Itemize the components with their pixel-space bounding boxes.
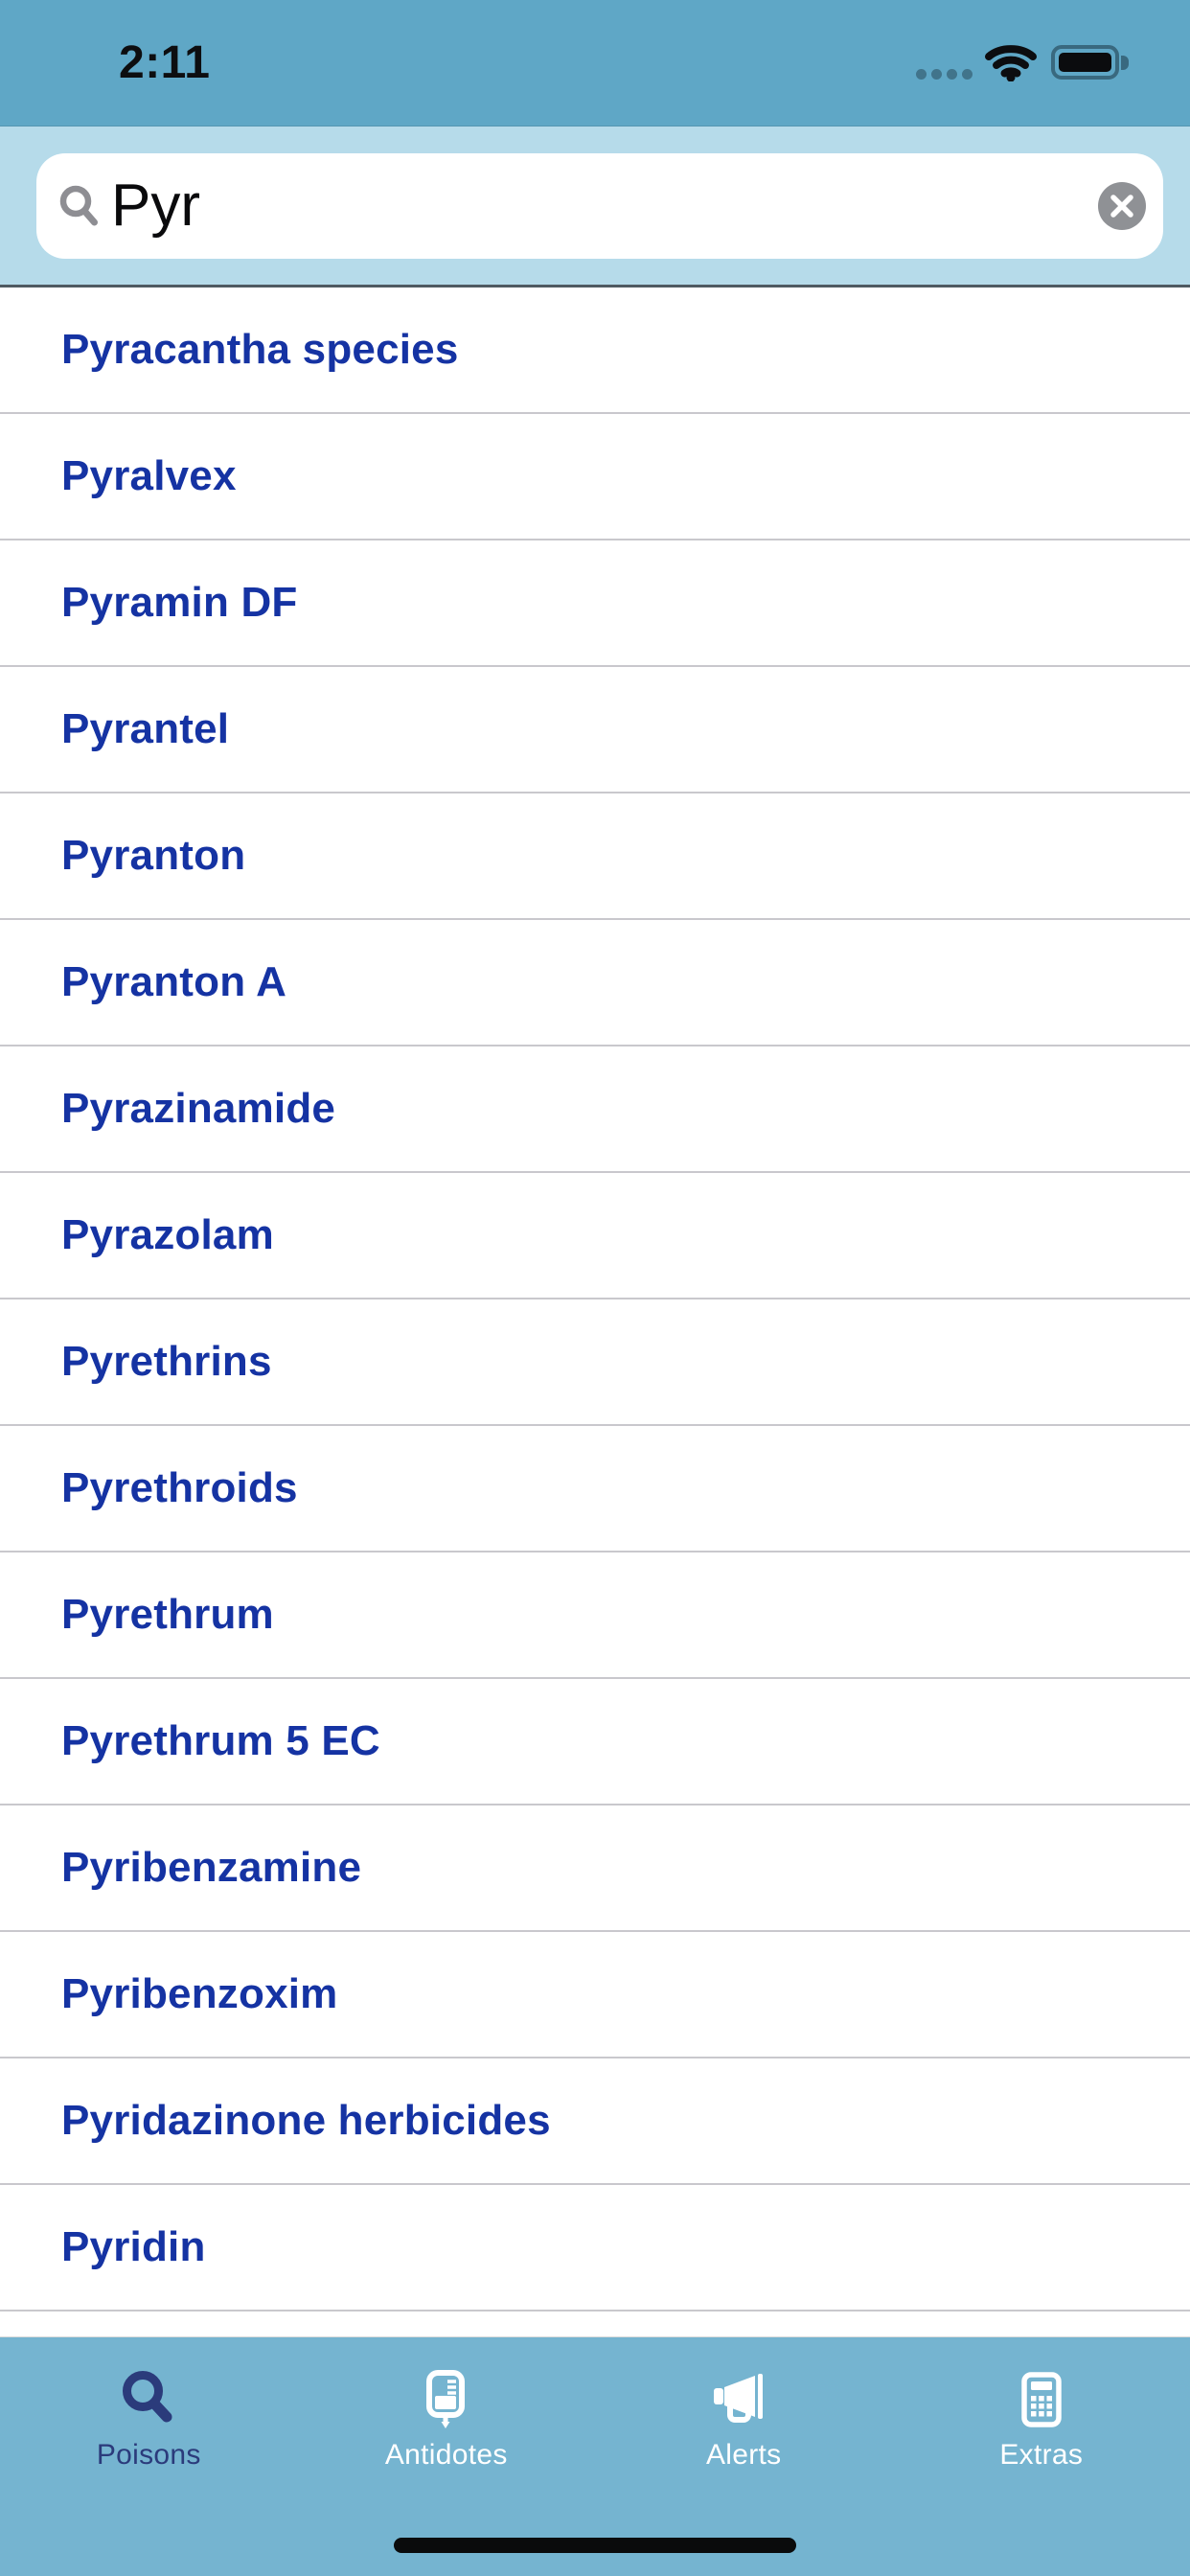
list-item-label: Pyribenzamine — [61, 1844, 362, 1891]
search-query-text: Pyr — [111, 172, 200, 239]
tab-label: Extras — [999, 2439, 1084, 2471]
home-indicator[interactable] — [394, 2538, 796, 2553]
cellular-signal-icon — [916, 69, 973, 80]
status-time: 2:11 — [119, 37, 211, 88]
tab-alerts[interactable]: Alerts — [595, 2337, 893, 2576]
list-item[interactable]: Pyridazinone herbicides — [0, 2058, 1190, 2185]
tab-extras[interactable]: Extras — [893, 2337, 1190, 2576]
tab-poisons[interactable]: Poisons — [0, 2337, 298, 2576]
list-item-label: Pyrazinamide — [61, 1085, 336, 1132]
list-item[interactable]: Pyrethrum 5 EC — [0, 1679, 1190, 1806]
results-list: Pyracantha species Pyralvex Pyramin DF P… — [0, 288, 1190, 2312]
clear-search-button[interactable] — [1098, 182, 1146, 230]
list-item[interactable]: Pyranton — [0, 794, 1190, 920]
list-item[interactable]: Pyrantel — [0, 667, 1190, 794]
list-item[interactable]: Pyramin DF — [0, 540, 1190, 667]
tab-bar: Poisons Antidotes — [0, 2337, 1190, 2576]
list-item[interactable]: Pyralvex — [0, 414, 1190, 540]
status-bar: 2:11 — [0, 0, 1190, 126]
battery-nub — [1121, 56, 1129, 70]
wifi-icon — [985, 45, 1037, 81]
list-item-label: Pyrazolam — [61, 1211, 274, 1258]
list-item-label: Pyranton — [61, 832, 246, 879]
tab-label: Poisons — [96, 2439, 201, 2471]
list-item[interactable]: Pyrazinamide — [0, 1046, 1190, 1173]
list-item[interactable]: Pyridin — [0, 2185, 1190, 2312]
list-item-label: Pyridazinone herbicides — [61, 2097, 551, 2144]
list-item[interactable]: Pyracantha species — [0, 288, 1190, 414]
list-item[interactable]: Pyribenzoxim — [0, 1932, 1190, 2058]
list-item-label: Pyralvex — [61, 452, 237, 499]
list-item-label: Pyrethrum 5 EC — [61, 1717, 380, 1764]
list-item-label: Pyrethrins — [61, 1338, 272, 1385]
battery-fill — [1059, 53, 1111, 72]
list-item-label: Pyrethroids — [61, 1464, 298, 1511]
list-item-label: Pyribenzoxim — [61, 1970, 338, 2017]
tab-label: Antidotes — [384, 2439, 508, 2471]
list-item-label: Pyranton A — [61, 958, 287, 1005]
list-item-label: Pyramin DF — [61, 579, 298, 626]
list-item[interactable]: Pyribenzamine — [0, 1806, 1190, 1932]
search-header: Pyr — [0, 126, 1190, 288]
tab-antidotes[interactable]: Antidotes — [298, 2337, 596, 2576]
list-item[interactable]: Pyrethrins — [0, 1300, 1190, 1426]
list-item-label: Pyracantha species — [61, 326, 459, 373]
list-item-label: Pyridin — [61, 2223, 206, 2270]
search-input[interactable]: Pyr — [36, 153, 1163, 259]
close-icon — [1110, 195, 1133, 218]
megaphone-icon — [713, 2368, 774, 2431]
list-item[interactable]: Pyranton A — [0, 920, 1190, 1046]
tab-label: Alerts — [706, 2439, 782, 2471]
list-item[interactable]: Pyrazolam — [0, 1173, 1190, 1300]
battery-icon — [1051, 45, 1119, 80]
list-item[interactable]: Pyrethroids — [0, 1426, 1190, 1552]
iv-bag-icon — [425, 2368, 468, 2431]
calculator-icon — [1021, 2368, 1062, 2431]
list-item-label: Pyrantel — [61, 705, 230, 752]
search-icon — [59, 185, 98, 226]
search-icon — [119, 2368, 178, 2431]
list-item-label: Pyrethrum — [61, 1591, 274, 1638]
list-item[interactable]: Pyrethrum — [0, 1552, 1190, 1679]
